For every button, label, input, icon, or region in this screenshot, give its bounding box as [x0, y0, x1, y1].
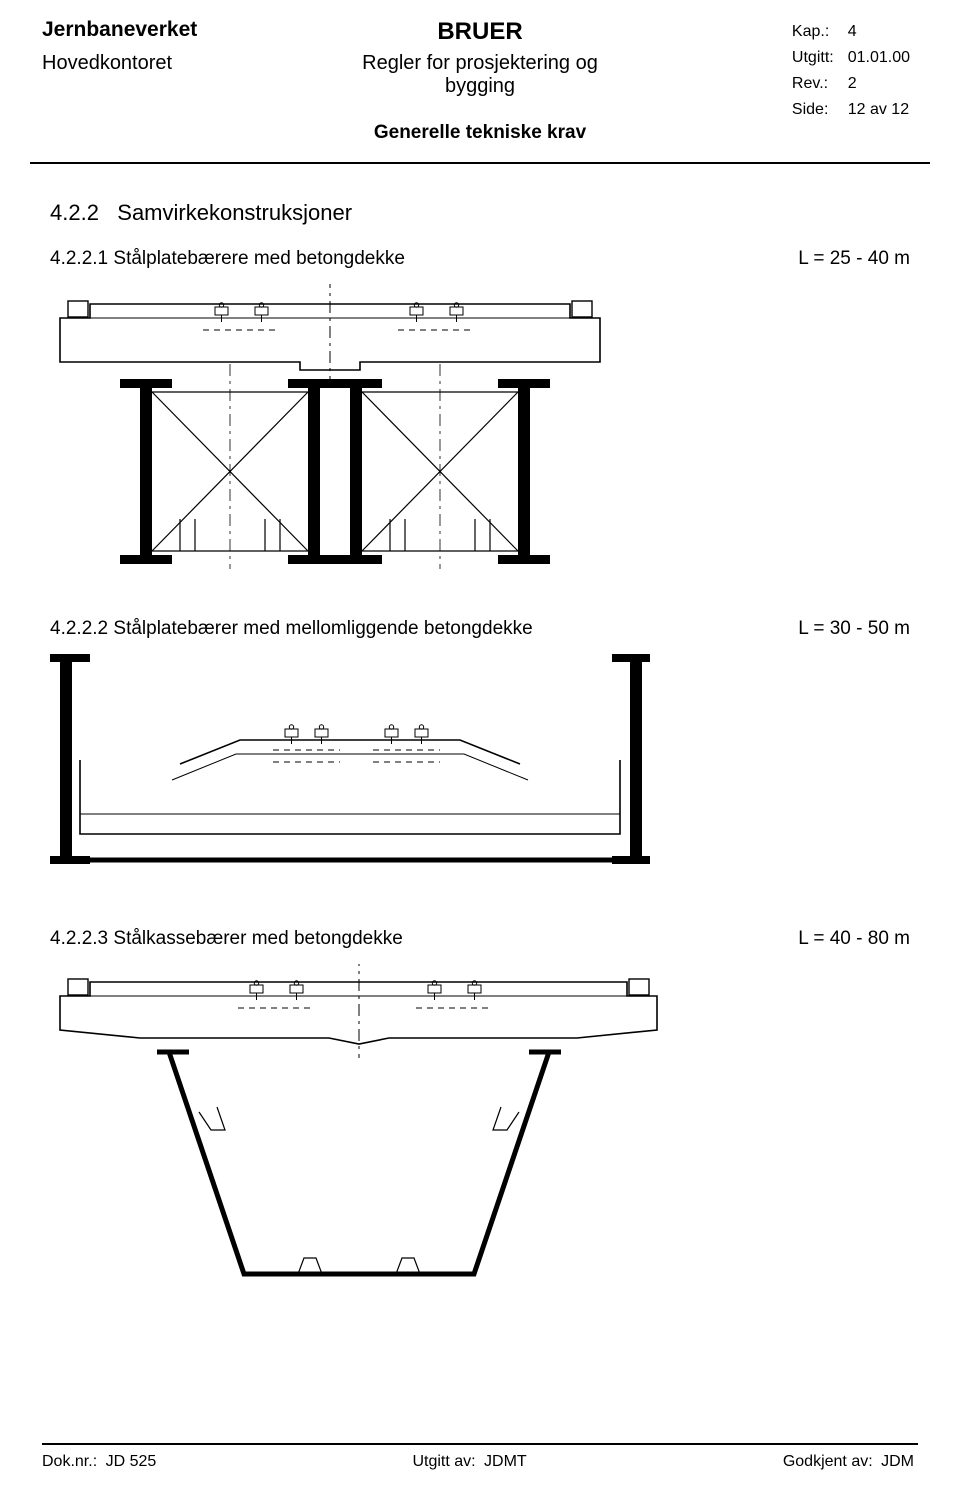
footer-utgitt-label: Utgitt av: [412, 1453, 475, 1470]
meta-utgitt-label: Utgitt: [786, 46, 840, 70]
heading-2: 4.2.2 Samvirkekonstruksjoner [50, 200, 910, 226]
meta-rev-label: Rev.: [786, 72, 840, 96]
section-1: 4.2.2.1 Stålplatebærere med betongdekke … [50, 248, 910, 584]
footer-dok-value: JD 525 [106, 1453, 157, 1470]
section-3: 4.2.2.3 Stålkassebærer med betongdekke L… [50, 928, 910, 1304]
meta-side-value: 12 av 12 [842, 98, 916, 122]
header-subject: Generelle tekniske krav [334, 122, 626, 144]
header-subtitle: Regler for prosjektering og bygging [334, 52, 626, 98]
header-meta: Kap.: 4 Utgitt: 01.01.00 Rev.: 2 Side: 1… [784, 18, 918, 124]
content: 4.2.2 Samvirkekonstruksjoner 4.2.2.1 Stå… [0, 164, 960, 1304]
footer-godkjent-label: Godkjent av: [783, 1453, 873, 1470]
meta-utgitt-value: 01.01.00 [842, 46, 916, 70]
header-dept: Hovedkontoret [42, 52, 334, 98]
section-2-title: Stålplatebærer med mellomliggende betong… [113, 618, 532, 639]
footer-utgitt-value: JDMT [484, 1453, 527, 1470]
section-1-range: L = 25 - 40 m [798, 248, 910, 270]
meta-side-label: Side: [786, 98, 840, 122]
meta-kap-value: 4 [842, 20, 916, 44]
footer-godkjent-value: JDM [881, 1453, 914, 1470]
section-1-title: Stålplatebærere med betongdekke [113, 248, 405, 269]
footer-dok-label: Dok.nr.: [42, 1453, 97, 1470]
meta-kap-label: Kap.: [786, 20, 840, 44]
footer: Dok.nr.: JD 525 Utgitt av: JDMT Godkjent… [0, 1443, 960, 1471]
section-2-range: L = 30 - 50 m [798, 618, 910, 640]
section-2: 4.2.2.2 Stålplatebærer med mellomliggend… [50, 618, 910, 894]
header-title: BRUER [334, 18, 626, 46]
section-1-num: 4.2.2.1 [50, 248, 108, 269]
diagram-3 [50, 964, 667, 1304]
section-3-num: 4.2.2.3 [50, 928, 108, 949]
section-3-title: Stålkassebærer med betongdekke [113, 928, 402, 949]
header-org: Jernbaneverket [42, 18, 334, 42]
diagram-2 [50, 654, 650, 894]
document-header: Jernbaneverket BRUER Hovedkontoret Regle… [0, 18, 960, 154]
diagram-1 [50, 284, 610, 584]
meta-rev-value: 2 [842, 72, 916, 96]
section-3-range: L = 40 - 80 m [798, 928, 910, 950]
page: Jernbaneverket BRUER Hovedkontoret Regle… [0, 0, 960, 1487]
section-2-num: 4.2.2.2 [50, 618, 108, 639]
footer-divider [42, 1443, 918, 1445]
